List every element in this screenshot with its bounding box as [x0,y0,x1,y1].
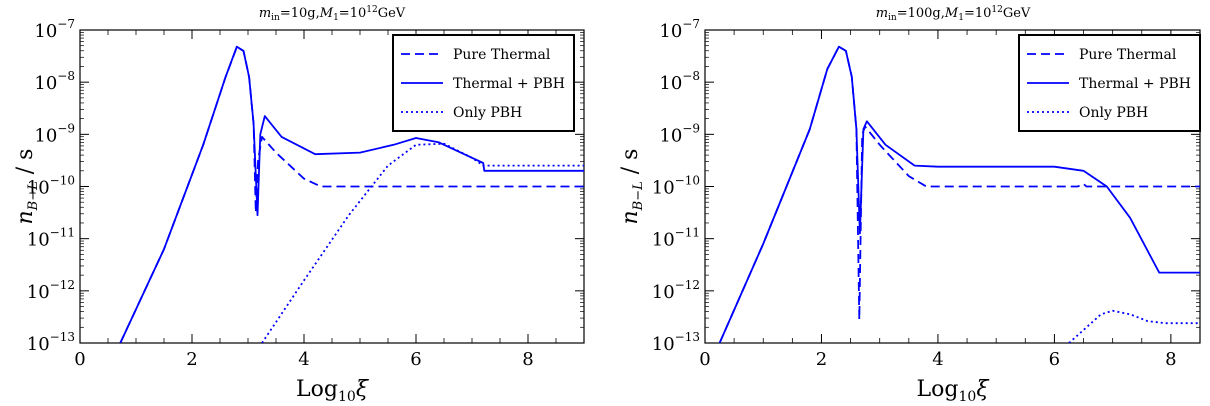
x-tick-label: 6 [1049,349,1060,370]
legend-label: Pure Thermal [453,47,551,63]
x-tick-label: 4 [298,349,309,370]
series-group [119,45,584,343]
y-tick-label: 10−9 [34,121,75,146]
chart-title: min=100g,M1=1012GeV [876,5,1031,23]
series-line-pure-thermal [119,46,584,343]
y-axis-title: nB−L / s [618,149,646,225]
legend-label: Thermal + PBH [453,76,565,92]
y-tick-label: 10−7 [659,17,700,42]
legend-label: Thermal + PBH [1079,76,1191,92]
chart-left-svg: min=10g,M1=1012GeV 0 2 4 6 8 10−13 10−12 10−11 10… [13,5,585,405]
y-tick-label: 10−8 [34,69,75,94]
x-tick-label: 2 [186,349,197,370]
x-tick-label: 8 [522,349,533,370]
chart-title: min=10g,M1=1012GeV [259,5,406,23]
y-tick-label: 10−8 [659,69,700,94]
legend-label: Only PBH [453,105,522,121]
y-tick-label: 10−11 [27,226,75,251]
y-tick-label: 10−7 [34,17,75,42]
y-tick-label: 10−10 [652,174,700,199]
y-tick-label: 10−13 [27,330,75,355]
x-tick-label: 2 [816,349,827,370]
x-tick-label: 6 [410,349,421,370]
y-tick-label: 10−13 [652,330,700,355]
chart-right-svg: min=100g,M1=1012GeV 0 2 4 6 8 10−13 10−12 10−11 1… [618,5,1201,405]
y-tick-label: 10−9 [659,121,700,146]
legend-label: Pure Thermal [1079,47,1177,63]
legend: Pure Thermal Thermal + PBH Only PBH [392,34,575,132]
legend-label: Only PBH [1079,105,1148,121]
x-axis-title: Log10ξ [296,377,370,405]
x-tick-label: 0 [74,349,85,370]
series-line-only-pbh [1068,309,1200,343]
x-tick-label: 4 [932,349,943,370]
y-tick-label: 10−12 [652,278,700,303]
x-tick-label: 8 [1165,349,1176,370]
x-tick-label: 0 [699,349,710,370]
series-line-only-pbh [261,142,584,343]
series-line-thermal-pbh [119,45,584,343]
y-axis-title: nB−L / s [13,149,41,225]
y-tick-label: 10−11 [652,226,700,251]
chart-left: min=10g,M1=1012GeV 0 2 4 6 8 10−13 10−12 10−11 10… [13,5,585,405]
x-axis-title: Log10ξ [917,377,991,405]
y-tick-label: 10−12 [27,278,75,303]
legend: Pure Thermal Thermal + PBH Only PBH [1018,34,1201,132]
series-line-thermal-pbh [718,45,1200,343]
chart-right: min=100g,M1=1012GeV 0 2 4 6 8 10−13 10−12 10−11 1… [605,0,1210,406]
y-tick-label: 10−10 [27,174,75,199]
series-group [718,45,1200,343]
